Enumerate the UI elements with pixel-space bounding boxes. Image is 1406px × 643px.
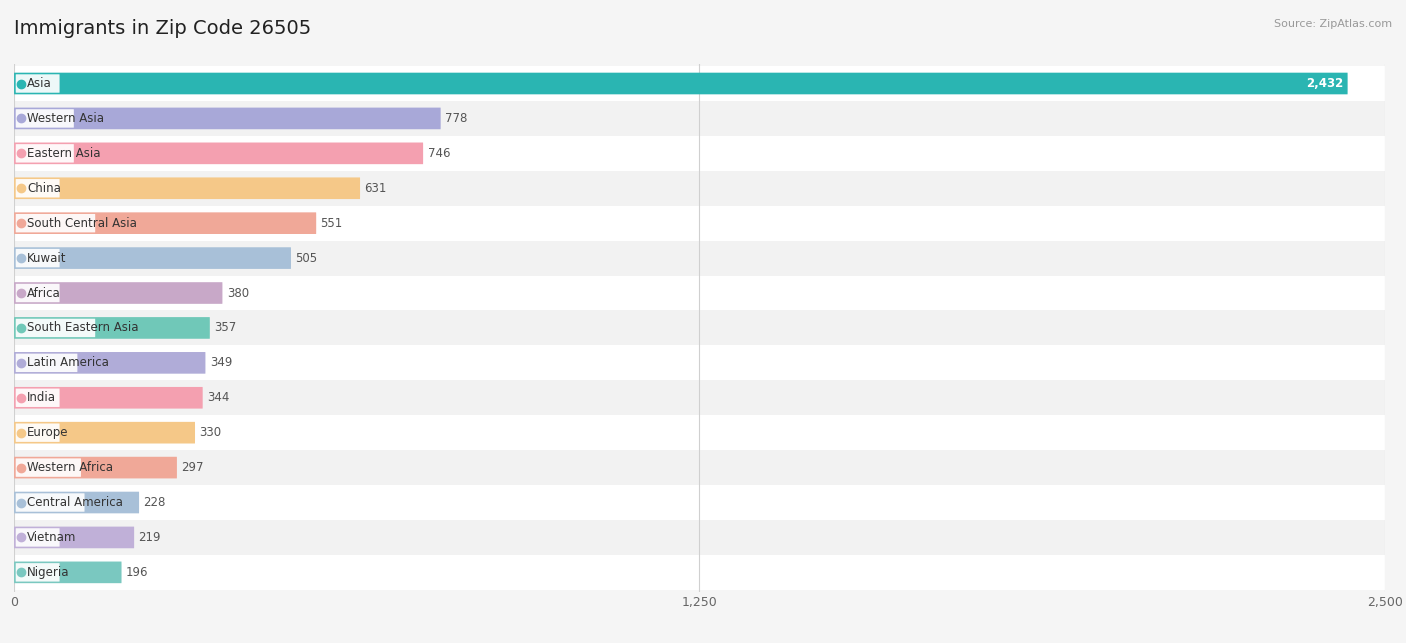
Text: 505: 505 <box>295 251 318 264</box>
Bar <box>14 136 1385 171</box>
FancyBboxPatch shape <box>15 424 59 442</box>
Text: 344: 344 <box>207 392 229 404</box>
Text: Europe: Europe <box>27 426 69 439</box>
Text: 349: 349 <box>209 356 232 369</box>
FancyBboxPatch shape <box>14 492 139 513</box>
Text: Nigeria: Nigeria <box>27 566 70 579</box>
FancyBboxPatch shape <box>15 109 75 127</box>
FancyBboxPatch shape <box>14 107 440 129</box>
Text: 778: 778 <box>446 112 467 125</box>
Text: Western Asia: Western Asia <box>27 112 104 125</box>
Bar <box>14 171 1385 206</box>
Bar <box>14 415 1385 450</box>
FancyBboxPatch shape <box>14 143 423 164</box>
FancyBboxPatch shape <box>15 284 59 302</box>
Bar <box>14 380 1385 415</box>
Bar <box>14 450 1385 485</box>
FancyBboxPatch shape <box>15 354 77 372</box>
Text: South Eastern Asia: South Eastern Asia <box>27 322 139 334</box>
FancyBboxPatch shape <box>14 457 177 478</box>
FancyBboxPatch shape <box>15 214 96 232</box>
Text: Immigrants in Zip Code 26505: Immigrants in Zip Code 26505 <box>14 19 311 39</box>
FancyBboxPatch shape <box>14 282 222 304</box>
Bar <box>14 485 1385 520</box>
FancyBboxPatch shape <box>14 352 205 374</box>
Bar <box>14 311 1385 345</box>
Text: India: India <box>27 392 56 404</box>
FancyBboxPatch shape <box>15 319 96 337</box>
FancyBboxPatch shape <box>14 73 1347 95</box>
FancyBboxPatch shape <box>15 563 59 581</box>
Bar <box>14 66 1385 101</box>
Text: 330: 330 <box>200 426 222 439</box>
FancyBboxPatch shape <box>14 177 360 199</box>
FancyBboxPatch shape <box>15 493 84 512</box>
Text: Vietnam: Vietnam <box>27 531 76 544</box>
Text: Africa: Africa <box>27 287 60 300</box>
FancyBboxPatch shape <box>15 388 59 407</box>
Bar <box>14 520 1385 555</box>
Text: 357: 357 <box>214 322 236 334</box>
Text: Kuwait: Kuwait <box>27 251 66 264</box>
Text: 380: 380 <box>226 287 249 300</box>
FancyBboxPatch shape <box>14 561 121 583</box>
Bar <box>14 276 1385 311</box>
FancyBboxPatch shape <box>15 529 59 547</box>
Text: Western Africa: Western Africa <box>27 461 114 474</box>
FancyBboxPatch shape <box>15 249 59 267</box>
Text: 219: 219 <box>139 531 162 544</box>
Bar <box>14 206 1385 240</box>
Text: Source: ZipAtlas.com: Source: ZipAtlas.com <box>1274 19 1392 30</box>
Text: Central America: Central America <box>27 496 124 509</box>
Text: South Central Asia: South Central Asia <box>27 217 138 230</box>
Text: China: China <box>27 182 60 195</box>
Text: 746: 746 <box>427 147 450 160</box>
Text: 297: 297 <box>181 461 204 474</box>
Text: 551: 551 <box>321 217 343 230</box>
FancyBboxPatch shape <box>15 75 59 93</box>
Bar <box>14 345 1385 380</box>
Bar <box>14 240 1385 276</box>
FancyBboxPatch shape <box>15 179 59 197</box>
FancyBboxPatch shape <box>15 144 75 163</box>
FancyBboxPatch shape <box>14 212 316 234</box>
Text: Asia: Asia <box>27 77 52 90</box>
Text: 228: 228 <box>143 496 166 509</box>
Text: Eastern Asia: Eastern Asia <box>27 147 101 160</box>
FancyBboxPatch shape <box>14 527 134 548</box>
Bar <box>14 101 1385 136</box>
FancyBboxPatch shape <box>14 387 202 408</box>
Text: 196: 196 <box>127 566 149 579</box>
Text: 631: 631 <box>364 182 387 195</box>
Bar <box>14 555 1385 590</box>
FancyBboxPatch shape <box>14 317 209 339</box>
FancyBboxPatch shape <box>14 248 291 269</box>
FancyBboxPatch shape <box>14 422 195 444</box>
Text: 2,432: 2,432 <box>1306 77 1343 90</box>
FancyBboxPatch shape <box>15 458 82 477</box>
Text: Latin America: Latin America <box>27 356 110 369</box>
